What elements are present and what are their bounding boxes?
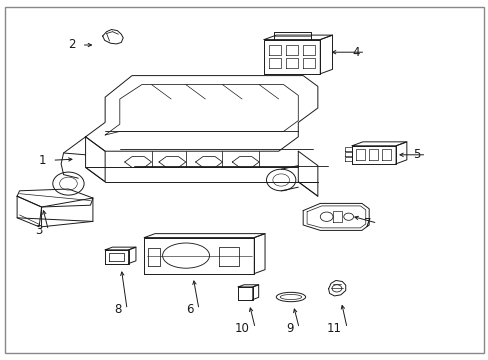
Text: 6: 6 (185, 303, 193, 316)
Text: 11: 11 (325, 322, 341, 335)
Text: 8: 8 (114, 303, 121, 316)
Text: 9: 9 (285, 322, 293, 335)
Text: 5: 5 (412, 148, 420, 161)
Text: 2: 2 (68, 39, 76, 51)
Text: 10: 10 (234, 322, 249, 335)
Text: 1: 1 (39, 154, 46, 167)
Text: 4: 4 (351, 46, 359, 59)
Text: 3: 3 (35, 224, 42, 237)
Text: 7: 7 (364, 217, 371, 230)
